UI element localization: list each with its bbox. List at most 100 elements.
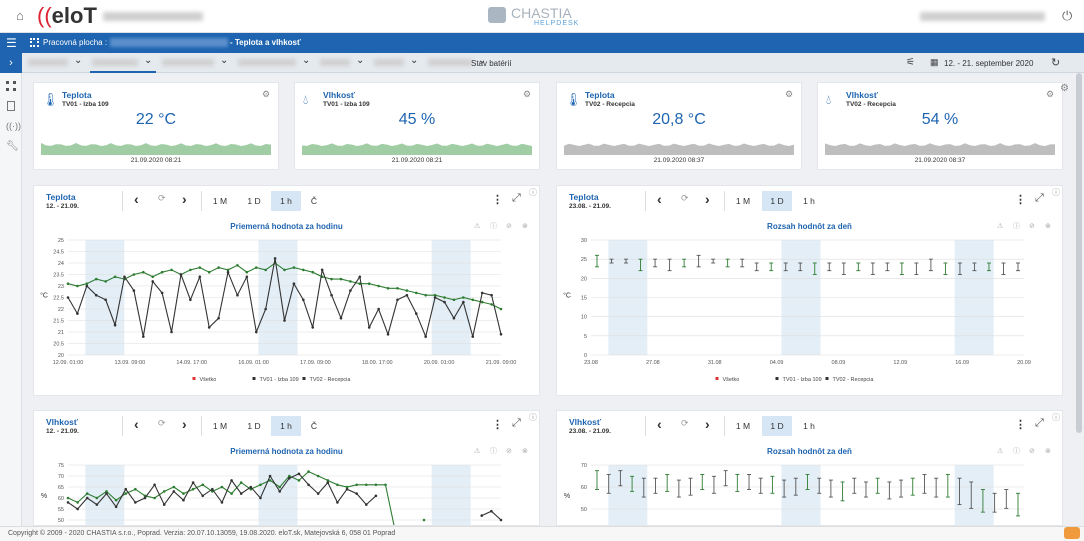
chart-toolbar-icon[interactable]: ⊗: [522, 448, 528, 455]
prev-button[interactable]: ‹: [657, 191, 662, 207]
gear-icon[interactable]: ⚙: [523, 89, 532, 99]
gear-icon[interactable]: ⚙: [785, 89, 794, 99]
legend-item[interactable]: TV02 - Recepcia: [833, 377, 875, 383]
filter-dropdown[interactable]: ⌄: [26, 53, 86, 73]
period-button-btn_1m[interactable]: 1 M: [735, 421, 751, 431]
help-icon[interactable]: [1064, 527, 1080, 539]
legend-item[interactable]: TV01 - Izba 109: [260, 377, 299, 383]
legend-item[interactable]: Všetko: [200, 377, 217, 383]
power-icon[interactable]: ⏻: [1062, 8, 1073, 23]
next-button[interactable]: ›: [705, 191, 710, 207]
reset-button[interactable]: ⟳: [158, 193, 166, 203]
workspace-label[interactable]: Pracovná plocha :: [43, 38, 108, 47]
chart-toolbar-icon[interactable]: ⚠: [474, 222, 480, 230]
x-tick-label: 31.08: [708, 360, 722, 366]
gear-icon[interactable]: ⚙: [1046, 89, 1055, 99]
period-button-btn_1d[interactable]: 1 D: [762, 416, 792, 436]
reset-button[interactable]: ⟳: [681, 193, 689, 203]
more-options-icon[interactable]: ⋮: [492, 419, 503, 431]
menu-icon[interactable]: ☰: [6, 36, 17, 50]
chart-toolbar-icon[interactable]: ⚠: [997, 447, 1003, 455]
chart-toolbar-icon[interactable]: ⊘: [506, 448, 512, 455]
date-range[interactable]: 12. - 21. september 2020: [944, 59, 1034, 68]
prev-button[interactable]: ‹: [134, 191, 139, 207]
data-point: [384, 483, 387, 487]
info-icon[interactable]: ⓘ: [1052, 188, 1060, 197]
filter-dropdown[interactable]: ⌄: [372, 53, 422, 73]
reset-button[interactable]: ⟳: [158, 418, 166, 428]
chart-toolbar-icon[interactable]: ⓘ: [490, 222, 497, 230]
home-icon[interactable]: ⌂: [16, 8, 24, 23]
reset-button[interactable]: ⟳: [681, 418, 689, 428]
period-button-btn_1d[interactable]: 1 D: [247, 421, 261, 431]
chart-toolbar-icon[interactable]: ⊘: [1029, 448, 1035, 455]
gear-icon[interactable]: ⚙: [262, 89, 271, 99]
filter-dropdown[interactable]: ⌄: [426, 53, 490, 73]
period-button-btn_1d[interactable]: 1 D: [762, 191, 792, 211]
legend-item[interactable]: TV01 - Izba 109: [783, 377, 822, 383]
calendar-icon[interactable]: ▦: [930, 57, 939, 67]
more-options-icon[interactable]: ⋮: [1015, 194, 1026, 206]
more-options-icon[interactable]: ⋮: [1015, 419, 1026, 431]
chart-toolbar-icon[interactable]: ⊗: [1045, 448, 1051, 455]
chart-toolbar-icon[interactable]: ⓘ: [490, 447, 497, 455]
period-button-btn_1h[interactable]: 1 h: [271, 416, 301, 436]
info-icon[interactable]: ⓘ: [529, 413, 537, 422]
chart-toolbar-icon[interactable]: ⊘: [506, 223, 512, 230]
document-icon[interactable]: [7, 101, 15, 111]
next-button[interactable]: ›: [705, 416, 710, 432]
sensor-tile: 🌡︎ Teplota TV02 - Recepcia ⚙ 20,8 °C 21.09.20…: [556, 82, 802, 170]
chart-toolbar-icon[interactable]: ⚠: [474, 447, 480, 455]
antenna-icon[interactable]: ((·)): [6, 121, 21, 131]
chart-toolbar-icon[interactable]: ⊗: [522, 223, 528, 230]
period-button-btn_1h[interactable]: 1 h: [803, 421, 815, 431]
filter-dropdown[interactable]: ⌄: [318, 53, 368, 73]
chart-toolbar-icon[interactable]: ⊗: [1045, 223, 1051, 230]
expand-icon[interactable]: ⤢: [512, 192, 521, 204]
battery-status-link[interactable]: Stav batérií: [471, 59, 512, 68]
y-tick-label: 20: [58, 353, 64, 359]
period-button-btn_1h[interactable]: 1 h: [271, 191, 301, 211]
legend-item[interactable]: TV02 - Recepcia: [310, 377, 352, 383]
chart-settings-icon[interactable]: ⚟: [906, 57, 915, 68]
chart-toolbar-icon[interactable]: ⊘: [1029, 223, 1035, 230]
filter-dropdown[interactable]: ⌄: [236, 53, 314, 73]
panel-settings-icon[interactable]: ⚙: [1060, 83, 1069, 94]
expand-icon[interactable]: ⤢: [1035, 417, 1044, 429]
range-bar: [817, 477, 822, 494]
range-bar: [841, 262, 846, 275]
legend-item[interactable]: Všetko: [723, 377, 740, 383]
chart-toolbar-icon[interactable]: ⓘ: [1013, 222, 1020, 230]
expand-icon[interactable]: ⤢: [1035, 192, 1044, 204]
refresh-icon[interactable]: ↻: [1051, 57, 1061, 69]
legend-marker: [775, 377, 779, 380]
period-button-btn_1m[interactable]: 1 M: [212, 421, 228, 431]
prev-button[interactable]: ‹: [657, 416, 662, 432]
next-button[interactable]: ›: [182, 416, 187, 432]
info-icon[interactable]: ⓘ: [1052, 413, 1060, 422]
period-button-btn_1m[interactable]: 1 M: [735, 196, 751, 206]
prev-button[interactable]: ‹: [134, 416, 139, 432]
scrollbar[interactable]: [1076, 73, 1082, 433]
dashboard-icon[interactable]: [6, 81, 16, 91]
more-options-icon[interactable]: ⋮: [492, 194, 503, 206]
sidebar-toggle[interactable]: ›: [0, 53, 22, 73]
logo[interactable]: ((eloT: [37, 3, 97, 28]
period-button-btn_1m[interactable]: 1 M: [212, 196, 228, 206]
chart-toolbar-icon[interactable]: ⚠: [997, 222, 1003, 230]
period-button-btn_c[interactable]: Č: [310, 421, 318, 431]
filter-dropdown[interactable]: ⌄: [160, 53, 232, 73]
info-icon[interactable]: ⓘ: [529, 188, 537, 197]
chart-toolbar-icon[interactable]: ⓘ: [1013, 447, 1020, 455]
y-axis-label: °C: [563, 292, 571, 300]
period-button-btn_1d[interactable]: 1 D: [247, 196, 261, 206]
expand-icon[interactable]: ⤢: [512, 417, 521, 429]
wrench-icon[interactable]: 🔧︎: [6, 141, 19, 152]
next-button[interactable]: ›: [182, 191, 187, 207]
filter-dropdown[interactable]: ⌄: [90, 53, 156, 73]
period-button-btn_1h[interactable]: 1 h: [803, 196, 815, 206]
range-bar: [624, 258, 629, 264]
period-button-btn_c[interactable]: Č: [310, 196, 318, 206]
user-name[interactable]: [920, 12, 1045, 21]
